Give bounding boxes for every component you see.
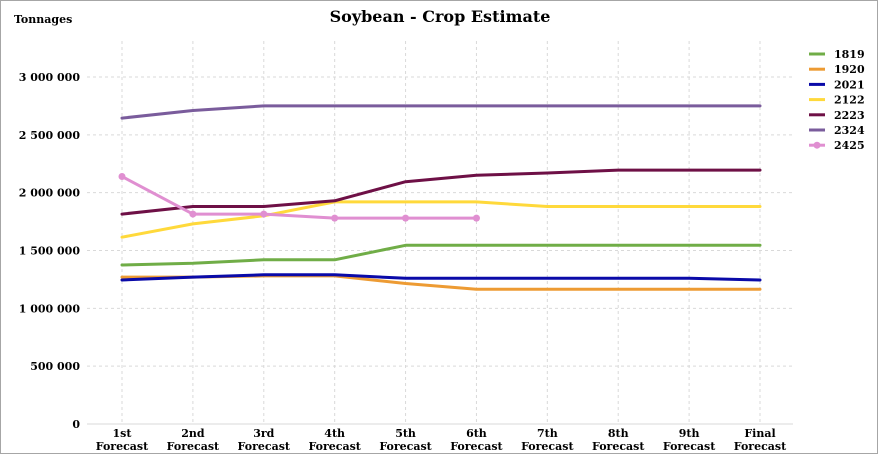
x-tick-label: Forecast (734, 440, 787, 453)
series-line-2122 (120, 200, 762, 239)
x-tick-label: 4th (324, 427, 345, 440)
y-tick-label: 0 (72, 418, 80, 431)
x-tick-label: 6th (466, 427, 487, 440)
y-tick-label: 2 500 000 (19, 129, 81, 142)
x-tick-label: Forecast (379, 440, 432, 453)
y-tick-label: 3 000 000 (19, 71, 81, 84)
x-tick-label: Forecast (521, 440, 574, 453)
y-tick-label: 1 500 000 (19, 245, 81, 258)
x-tick-label: Forecast (450, 440, 503, 453)
series-line-2021 (120, 273, 762, 282)
x-tick-label: Forecast (238, 440, 291, 453)
x-tick-label: Forecast (308, 440, 361, 453)
series-point-2425 (402, 214, 410, 222)
y-tick-label: 1 000 000 (19, 302, 81, 315)
x-tick-label: Forecast (592, 440, 645, 453)
legend-label-2223: 2223 (834, 109, 865, 122)
chart-title: Soybean - Crop Estimate (329, 7, 551, 26)
series-line-1819 (120, 243, 762, 267)
x-tick-label: 3rd (253, 427, 274, 440)
series-point-2425 (331, 214, 339, 222)
series-line-2223 (120, 168, 762, 216)
y-axis-label: Tonnages (14, 13, 73, 26)
legend-label-2021: 2021 (834, 78, 865, 91)
series-point-2425 (189, 210, 197, 218)
legend-label-2425: 2425 (834, 139, 865, 152)
x-tick-label: Forecast (663, 440, 716, 453)
series-point-2425 (472, 214, 480, 222)
y-tick-label: 2 000 000 (19, 187, 81, 200)
x-tick-label: 9th (679, 427, 700, 440)
legend-label-2122: 2122 (834, 94, 865, 107)
x-tick-label: 7th (537, 427, 558, 440)
x-tick-label: Final (744, 427, 775, 440)
x-tick-label: 5th (395, 427, 416, 440)
y-tick-label: 500 000 (30, 360, 80, 373)
x-tick-label: 1st (113, 427, 133, 440)
legend-marker-2425 (813, 141, 821, 149)
series-line-2425 (120, 175, 478, 220)
x-tick-label: 2nd (181, 427, 205, 440)
legend-label-1819: 1819 (834, 48, 865, 61)
legend-label-2324: 2324 (834, 124, 865, 137)
x-tick-label: 8th (608, 427, 629, 440)
series-point-2425 (260, 210, 268, 218)
legend-label-1920: 1920 (834, 63, 865, 76)
x-tick-label: Forecast (167, 440, 220, 453)
series-line-2324 (120, 104, 762, 120)
series-point-2425 (118, 172, 126, 180)
x-tick-label: Forecast (96, 440, 149, 453)
